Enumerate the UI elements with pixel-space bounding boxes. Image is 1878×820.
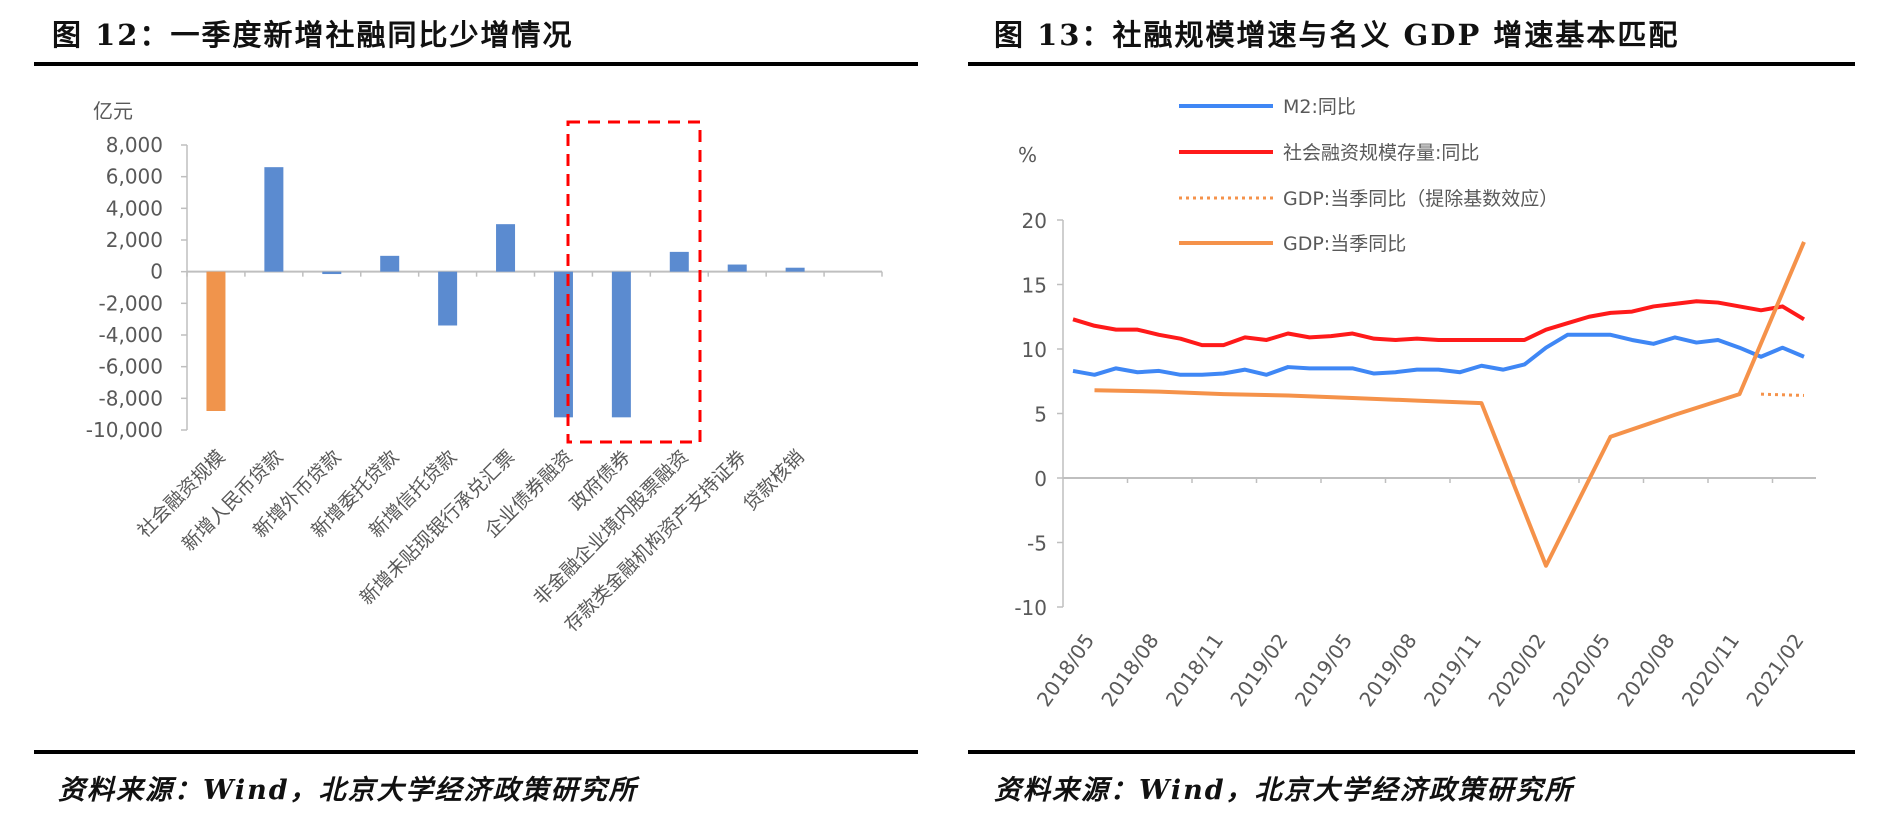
y-axis-unit: % <box>1018 143 1037 167</box>
y-tick-label: -6,000 <box>99 355 163 379</box>
series-line-2 <box>1072 299 1806 348</box>
x-tick-label: 2020/08 <box>1612 629 1679 711</box>
category-label: 新增人民币贷款 <box>178 446 288 556</box>
y-tick-label: 5 <box>1034 403 1047 427</box>
y-tick-label: 6,000 <box>106 165 163 189</box>
bar-9 <box>669 251 689 272</box>
bar-2 <box>264 167 284 272</box>
bar-6 <box>496 224 516 272</box>
legend-label: 社会融资规模存量:同比 <box>1283 142 1479 164</box>
highlight-box <box>566 120 702 444</box>
bar-4 <box>380 255 400 272</box>
left-figure-title: 图 12：一季度新增社融同比少增情况 <box>52 18 574 52</box>
bar-11 <box>785 267 805 272</box>
y-tick-label: 0 <box>150 260 163 284</box>
bar-8 <box>611 271 631 418</box>
category-label: 贷款核销 <box>739 446 808 515</box>
x-tick-label: 2020/05 <box>1548 629 1615 711</box>
x-tick-label: 2018/08 <box>1096 629 1163 711</box>
y-tick-label: -10 <box>1014 596 1047 620</box>
y-tick-label: -4,000 <box>99 323 163 347</box>
y-tick-label: 15 <box>1022 274 1047 298</box>
left-source-note: 资料来源：Wind，北京大学经济政策研究所 <box>58 775 638 806</box>
legend-label: GDP:当季同比（提除基数效应） <box>1283 188 1558 210</box>
y-tick-label: 20 <box>1022 209 1047 233</box>
bar-10 <box>727 264 747 272</box>
left-title-rule <box>34 62 918 66</box>
y-tick-label: -8,000 <box>99 386 163 410</box>
right-footer-rule <box>968 750 1855 754</box>
y-tick-label: 2,000 <box>106 228 163 252</box>
legend-label: M2:同比 <box>1283 96 1356 118</box>
y-tick-label: 0 <box>1034 467 1047 491</box>
right-figure-title: 图 13：社融规模增速与名义 GDP 增速基本匹配 <box>994 18 1680 52</box>
x-tick-label: 2018/05 <box>1032 629 1099 711</box>
series-line-4 <box>1094 241 1806 568</box>
y-tick-label: -10,000 <box>86 418 163 442</box>
legend-label: GDP:当季同比 <box>1283 233 1406 255</box>
bar-3 <box>322 271 342 275</box>
bar-1 <box>206 271 226 411</box>
x-tick-label: 2018/11 <box>1161 629 1228 711</box>
x-tick-label: 2019/02 <box>1225 629 1292 711</box>
y-axis-unit: 亿元 <box>93 99 133 123</box>
y-tick-label: 8,000 <box>106 133 163 157</box>
bar-7 <box>553 271 573 418</box>
x-tick-label: 2021/02 <box>1741 629 1808 711</box>
y-tick-label: -2,000 <box>99 291 163 315</box>
x-tick-label: 2019/11 <box>1419 629 1486 711</box>
y-tick-label: 4,000 <box>106 196 163 220</box>
bar-5 <box>438 271 458 326</box>
y-tick-label: 10 <box>1022 338 1047 362</box>
series-line-1 <box>1072 332 1805 377</box>
series-line-3 <box>1760 392 1805 397</box>
x-tick-label: 2019/08 <box>1354 629 1421 711</box>
y-tick-label: -5 <box>1027 532 1047 556</box>
right-source-note: 资料来源：Wind，北京大学经济政策研究所 <box>994 775 1574 806</box>
right-title-rule <box>968 62 1855 66</box>
x-tick-label: 2020/11 <box>1677 629 1744 711</box>
x-tick-label: 2019/05 <box>1290 629 1357 711</box>
x-tick-label: 2020/02 <box>1483 629 1550 711</box>
left-footer-rule <box>34 750 918 754</box>
